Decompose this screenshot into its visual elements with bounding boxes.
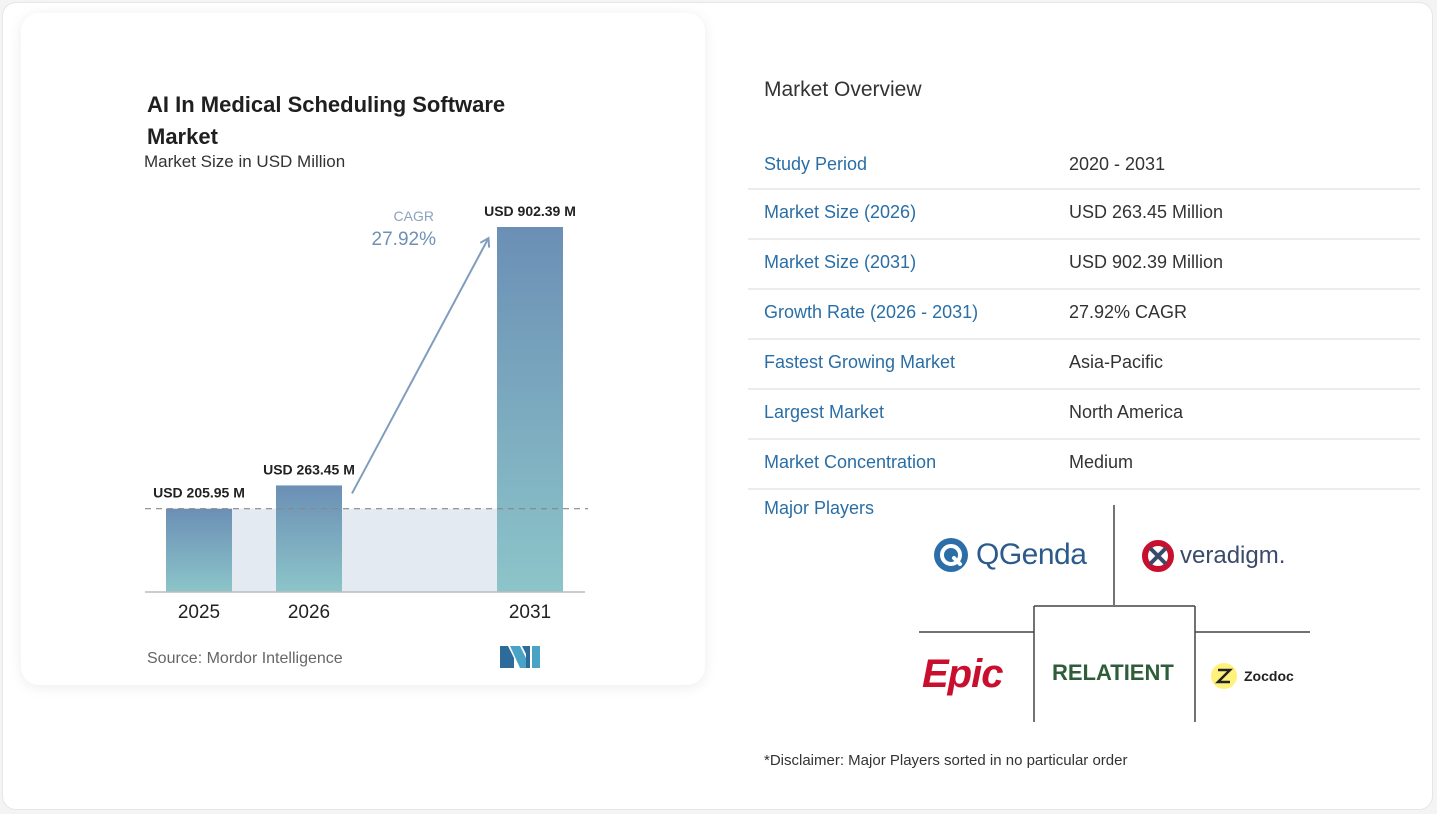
overview-row-value: 27.92% CAGR — [1069, 302, 1188, 322]
overview-title: Market Overview — [764, 78, 922, 101]
overview-row-value: USD 263.45 Million — [1069, 202, 1224, 222]
overview-row-value: North America — [1069, 402, 1184, 422]
overview-row-value: Asia-Pacific — [1069, 352, 1164, 372]
overview-row: Market Size (2031) USD 902.39 Million — [748, 240, 1420, 290]
major-players-label: Major Players — [764, 498, 875, 518]
player-relatient-name: RELATIENT — [1052, 660, 1174, 685]
cagr-value: 27.92% — [372, 229, 437, 250]
bar-2026 — [276, 485, 342, 592]
player-qgenda-name: QGenda — [976, 538, 1087, 571]
player-qgenda: QGenda — [932, 536, 1087, 574]
overview-row: Market Concentration Medium — [748, 440, 1420, 490]
player-veradigm: veradigm. — [1140, 538, 1285, 574]
overview-row: Fastest Growing Market Asia-Pacific — [748, 340, 1420, 390]
overview-row-label: Market Size (2031) — [764, 252, 917, 272]
veradigm-logo-icon — [1142, 540, 1174, 572]
data-label: USD 902.39 M — [484, 203, 576, 219]
cagr-arrow — [351, 236, 491, 494]
mordor-logo-icon — [500, 646, 540, 668]
overview-row-value: 2020 - 2031 — [1069, 154, 1166, 174]
qgenda-logo-icon — [934, 538, 968, 572]
x-tick-label: 2031 — [509, 602, 551, 623]
overview-row: Study Period 2020 - 2031 — [748, 142, 1420, 190]
player-epic-name: Epic — [922, 652, 1003, 696]
player-relatient: RELATIENT — [1052, 660, 1174, 686]
bar-2031 — [497, 227, 563, 592]
chart-title: AI In Medical Scheduling Software Market — [147, 92, 506, 149]
overview-row-label: Largest Market — [764, 402, 885, 422]
disclaimer: *Disclaimer: Major Players sorted in no … — [764, 752, 1128, 769]
overview-row-value: Medium — [1069, 452, 1134, 472]
overview-row-label: Market Size (2026) — [764, 202, 917, 222]
x-tick-label: 2026 — [288, 602, 330, 623]
overview-row-label: Fastest Growing Market — [764, 352, 956, 372]
x-tick-label: 2025 — [178, 602, 220, 623]
overview-table: Study Period 2020 - 2031 Market Size (2026… — [748, 142, 1420, 490]
player-epic: Epic — [922, 652, 1003, 697]
overview-row-label: Study Period — [764, 154, 868, 174]
chart-subtitle: Market Size in USD Million — [144, 152, 346, 171]
overview-row-label: Growth Rate (2026 - 2031) — [764, 302, 979, 322]
overview-row: Growth Rate (2026 - 2031) 27.92% CAGR — [748, 290, 1420, 340]
overview-row: Largest Market North America — [748, 390, 1420, 440]
data-label: USD 263.45 M — [263, 461, 355, 477]
player-zocdoc: Zocdoc — [1210, 662, 1294, 690]
player-zocdoc-name: Zocdoc — [1244, 668, 1294, 684]
data-label: USD 205.95 M — [153, 485, 245, 501]
bar-2025 — [166, 508, 232, 592]
overview-row-label: Market Concentration — [764, 452, 937, 472]
overview-row-value: USD 902.39 Million — [1069, 252, 1224, 272]
cagr-label: CAGR — [394, 208, 434, 224]
overview-row: Market Size (2026) USD 263.45 Million — [748, 190, 1420, 240]
player-veradigm-name: veradigm. — [1180, 542, 1286, 569]
chart-source: Source: Mordor Intelligence — [147, 650, 343, 667]
zocdoc-logo-icon — [1211, 663, 1237, 689]
